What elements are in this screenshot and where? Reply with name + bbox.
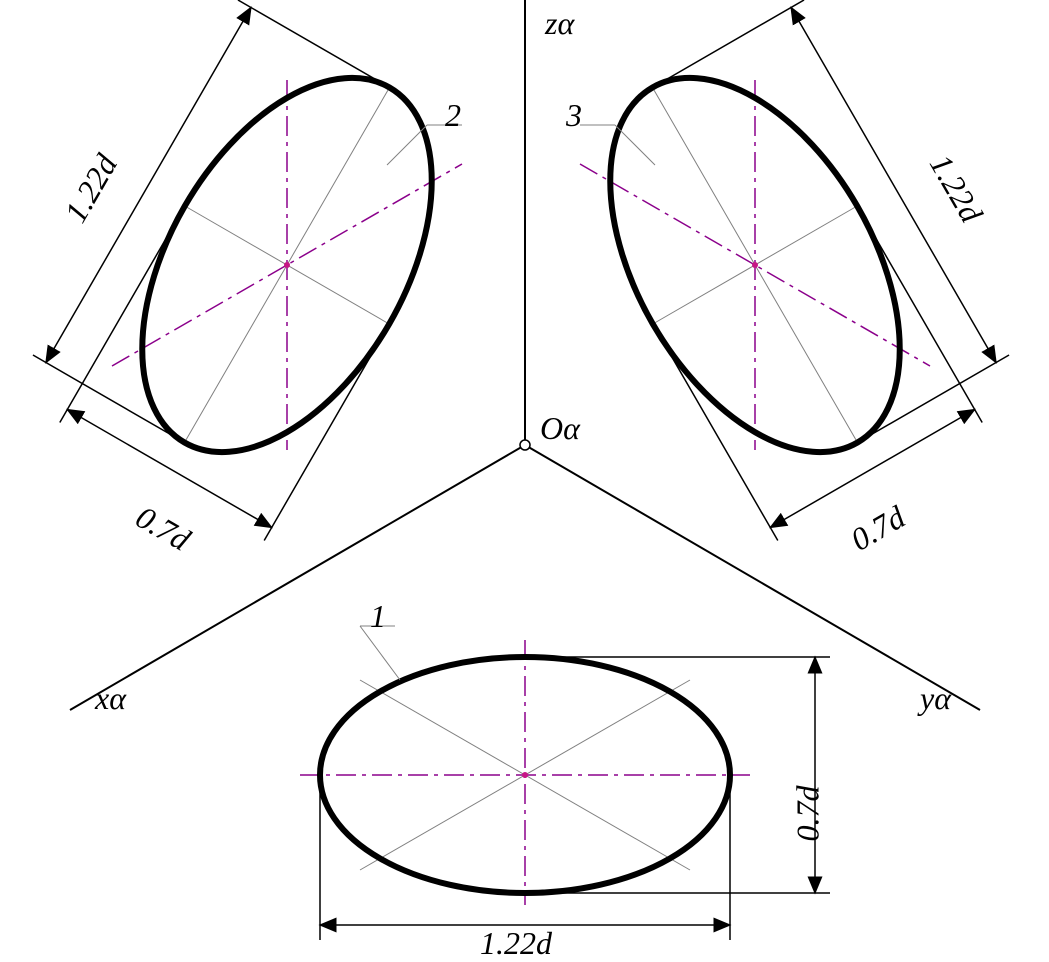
- z-axis-label: zα: [545, 5, 574, 42]
- ellipse-right-group: [550, 28, 959, 501]
- bottom-center-dot: [522, 772, 528, 778]
- ellipse-bottom-group: [300, 626, 750, 905]
- left-center-dot: [284, 262, 290, 268]
- ellipse-left-group: [82, 28, 491, 501]
- y-axis: [525, 445, 980, 710]
- isometric-diagram: [0, 0, 1049, 953]
- dim-bottom-major: 1.22d: [480, 925, 552, 962]
- dim-bottom-minor: 0.7d: [790, 786, 827, 842]
- x-axis-label: xα: [95, 680, 126, 717]
- x-axis: [70, 445, 525, 710]
- left-dimensions: [10, 0, 491, 541]
- origin-label: Oα: [540, 410, 580, 447]
- ellipse-1-label: 1: [370, 598, 386, 635]
- origin-marker: [520, 440, 530, 450]
- bottom-dimensions: [320, 657, 830, 940]
- ellipse-3-label: 3: [566, 97, 582, 134]
- coordinate-axes: [70, 0, 980, 710]
- right-center-dot: [752, 262, 758, 268]
- right-dimensions: [550, 0, 1031, 541]
- ellipse-2-label: 2: [445, 97, 461, 134]
- y-axis-label: yα: [920, 680, 951, 717]
